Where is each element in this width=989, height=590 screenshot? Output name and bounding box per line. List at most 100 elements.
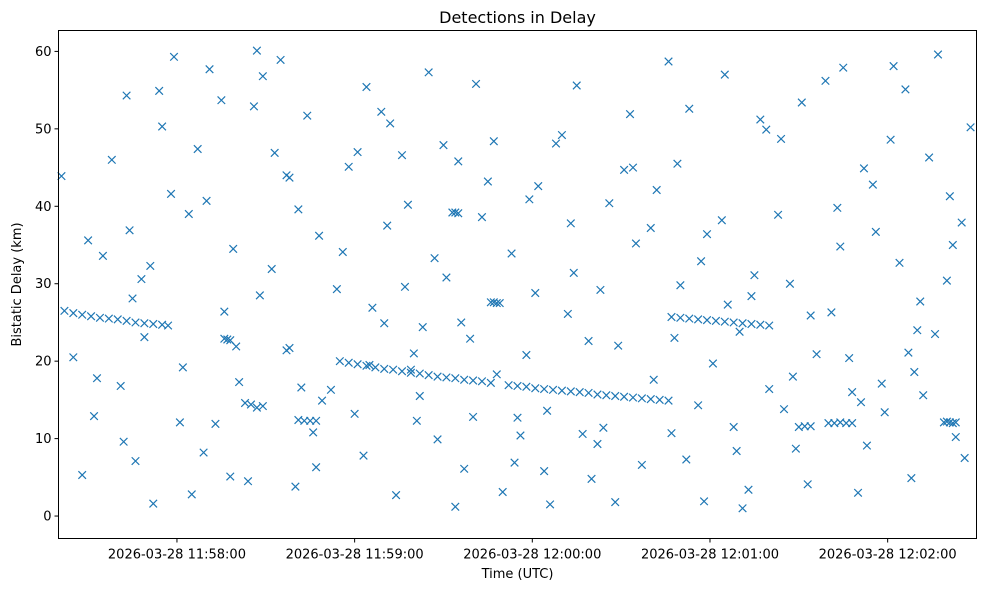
detection-marker [128,294,137,303]
detection-marker [655,395,664,405]
detection-marker [563,309,573,319]
detection-marker [548,385,558,395]
detection-marker [534,181,543,191]
detection-marker [951,432,960,442]
x-tick-label: 2026-03-28 12:02:00 [819,548,957,563]
detection-marker [69,308,78,318]
detection-marker [545,500,555,509]
detection-marker [631,239,641,248]
detection-marker [877,379,886,388]
detection-marker [380,364,389,374]
detection-marker [199,448,208,457]
detection-marker [471,79,481,89]
detection-marker [454,209,463,218]
detection-marker [116,381,125,391]
detection-marker [86,312,96,321]
detection-marker [282,346,291,355]
y-tick-label: 20 [35,355,52,370]
detection-marker [193,144,202,154]
detection-marker [596,285,605,295]
detection-marker [415,369,425,378]
detection-marker [362,82,371,92]
detection-marker [542,406,552,415]
detection-marker [847,387,857,397]
detection-marker [960,453,969,463]
detection-marker [907,473,916,483]
detection-marker [353,360,362,369]
detection-marker [720,317,730,326]
detection-marker [89,411,99,421]
detection-marker [747,291,756,301]
detection-marker [522,382,531,391]
y-tick-label: 30 [35,277,52,292]
detection-marker [708,359,718,368]
detection-marker [957,218,966,227]
detection-marker [880,408,889,417]
detection-marker [77,310,87,319]
detection-marker [98,251,108,261]
detection-marker [140,318,149,328]
detection-marker [388,365,398,374]
detection-marker [762,125,771,134]
detection-marker [430,253,439,263]
detection-marker [391,490,401,500]
detection-marker [844,353,854,363]
detection-marker [933,50,943,59]
detection-marker [205,64,214,74]
detection-marker [670,333,679,343]
detection-marker [433,372,442,381]
detection-marker [836,242,845,251]
detection-marker [412,416,422,426]
detection-marker [217,95,226,105]
detection-marker [539,466,549,476]
detection-marker [667,428,676,438]
detection-marker [223,335,232,344]
detection-marker [184,209,194,219]
detection-marker [776,134,786,144]
x-axis-ticks: 2026-03-28 11:58:00 2026-03-28 11:59:00 20… [108,538,957,563]
detection-marker [764,321,774,330]
detection-marker [859,164,869,173]
detection-marker [803,480,812,489]
detection-marker [913,325,922,335]
detection-marker [664,57,673,66]
detection-marker [211,419,220,429]
detection-marker [507,249,516,258]
detection-marker [966,123,975,132]
detection-marker [572,81,581,90]
detection-marker [756,320,765,329]
detection-marker [454,157,463,166]
detection-marker [910,367,919,377]
detection-marker [258,71,268,81]
detection-marker [806,311,815,320]
detection-marker [685,104,694,113]
detection-marker [424,68,433,77]
detection-marker [513,413,522,422]
detection-marker [362,361,371,371]
detection-marker [314,231,324,240]
detection-marker [397,150,407,160]
detection-marker [516,431,525,440]
detection-marker [365,360,374,370]
detection-marker [231,342,241,351]
detection-marker [433,435,442,444]
detection-marker [720,70,730,79]
detection-marker [107,155,117,165]
detection-marker [495,298,504,308]
detection-marker [166,189,176,199]
detection-marker [344,358,353,367]
detection-marker [335,356,345,366]
detection-marker [137,274,146,284]
detection-marker [918,391,928,400]
detection-marker [276,55,285,65]
detection-marker [744,485,753,494]
x-tick-label: 2026-03-28 11:59:00 [286,548,424,563]
detection-marker [566,219,576,228]
detection-marker [625,109,635,119]
detection-marker [738,318,747,328]
y-axis-ticks: 0 10 20 30 40 50 60 [35,45,59,525]
detection-marker [149,319,158,329]
detection-marker [853,488,863,498]
detection-marker [258,401,268,411]
detection-marker [773,210,783,220]
